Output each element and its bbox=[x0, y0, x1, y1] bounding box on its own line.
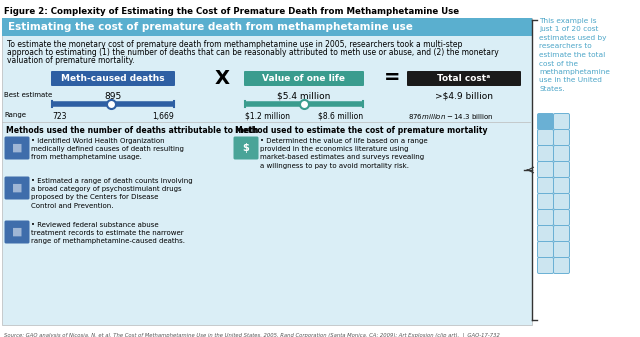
Text: • Estimated a range of death counts involving
a broad category of psychostimulan: • Estimated a range of death counts invo… bbox=[31, 178, 193, 209]
Text: • Determined the value of life based on a range
provided in the economics litera: • Determined the value of life based on … bbox=[260, 138, 428, 169]
FancyBboxPatch shape bbox=[554, 242, 570, 257]
FancyBboxPatch shape bbox=[538, 242, 554, 257]
Text: Value of one life: Value of one life bbox=[262, 74, 346, 83]
FancyBboxPatch shape bbox=[51, 71, 175, 86]
FancyBboxPatch shape bbox=[554, 129, 570, 146]
Text: 723: 723 bbox=[52, 112, 67, 121]
Text: $: $ bbox=[243, 143, 250, 153]
Text: Method used to estimate the cost of premature mortality: Method used to estimate the cost of prem… bbox=[235, 126, 488, 135]
FancyBboxPatch shape bbox=[4, 220, 29, 244]
FancyBboxPatch shape bbox=[4, 136, 29, 159]
Text: To estimate the monetary cost of premature death from methamphetamine use in 200: To estimate the monetary cost of prematu… bbox=[7, 40, 462, 49]
Text: ■: ■ bbox=[12, 183, 22, 193]
Text: Total costᵃ: Total costᵃ bbox=[437, 74, 491, 83]
Text: ■: ■ bbox=[12, 143, 22, 153]
Text: 1,669: 1,669 bbox=[152, 112, 174, 121]
Text: $5.4 million: $5.4 million bbox=[277, 92, 331, 101]
Text: >$4.9 billion: >$4.9 billion bbox=[435, 92, 493, 101]
Text: Figure 2: Complexity of Estimating the Cost of Premature Death from Methamphetam: Figure 2: Complexity of Estimating the C… bbox=[4, 7, 459, 17]
Text: valuation of premature mortality.: valuation of premature mortality. bbox=[7, 56, 134, 65]
FancyBboxPatch shape bbox=[538, 161, 554, 178]
Text: $8.6 million: $8.6 million bbox=[318, 112, 363, 121]
Text: approach to estimating (1) the number of deaths that can be reasonably attribute: approach to estimating (1) the number of… bbox=[7, 48, 499, 57]
FancyBboxPatch shape bbox=[554, 210, 570, 225]
FancyBboxPatch shape bbox=[2, 18, 532, 325]
FancyBboxPatch shape bbox=[2, 18, 532, 36]
Text: This example is
just 1 of 20 cost
estimates used by
researchers to
estimate the : This example is just 1 of 20 cost estima… bbox=[539, 18, 610, 92]
Text: Best estimate: Best estimate bbox=[4, 92, 52, 98]
Text: Estimating the cost of premature death from methamphetamine use: Estimating the cost of premature death f… bbox=[8, 22, 413, 32]
Text: • Reviewed federal substance abuse
treatment records to estimate the narrower
ra: • Reviewed federal substance abuse treat… bbox=[31, 222, 185, 245]
FancyBboxPatch shape bbox=[538, 257, 554, 274]
Text: $876 million-$14.3 billion: $876 million-$14.3 billion bbox=[408, 112, 493, 121]
FancyBboxPatch shape bbox=[4, 177, 29, 200]
FancyBboxPatch shape bbox=[554, 114, 570, 129]
FancyBboxPatch shape bbox=[538, 210, 554, 225]
FancyBboxPatch shape bbox=[554, 146, 570, 161]
Text: 895: 895 bbox=[104, 92, 122, 101]
FancyBboxPatch shape bbox=[538, 146, 554, 161]
FancyBboxPatch shape bbox=[244, 71, 364, 86]
Text: =: = bbox=[384, 68, 400, 88]
Text: $1.2 million: $1.2 million bbox=[245, 112, 290, 121]
FancyBboxPatch shape bbox=[554, 257, 570, 274]
FancyBboxPatch shape bbox=[554, 178, 570, 193]
Text: Methods used the number of deaths attributable to meth: Methods used the number of deaths attrib… bbox=[6, 126, 259, 135]
FancyBboxPatch shape bbox=[554, 161, 570, 178]
FancyBboxPatch shape bbox=[407, 71, 521, 86]
FancyBboxPatch shape bbox=[538, 178, 554, 193]
Text: Source: GAO analysis of Nicosia, N, et al, The Cost of Methamphetamine Use in th: Source: GAO analysis of Nicosia, N, et a… bbox=[4, 333, 500, 337]
Text: • Identified World Health Organization
medically defined causes of death resulti: • Identified World Health Organization m… bbox=[31, 138, 184, 160]
Text: ■: ■ bbox=[12, 227, 22, 237]
FancyBboxPatch shape bbox=[554, 225, 570, 242]
FancyBboxPatch shape bbox=[554, 193, 570, 210]
Text: Range: Range bbox=[4, 112, 26, 118]
Text: Meth-caused deaths: Meth-caused deaths bbox=[61, 74, 165, 83]
FancyBboxPatch shape bbox=[538, 193, 554, 210]
FancyBboxPatch shape bbox=[538, 225, 554, 242]
FancyBboxPatch shape bbox=[538, 129, 554, 146]
Text: X: X bbox=[214, 68, 230, 88]
FancyBboxPatch shape bbox=[234, 136, 259, 159]
FancyBboxPatch shape bbox=[538, 114, 554, 129]
